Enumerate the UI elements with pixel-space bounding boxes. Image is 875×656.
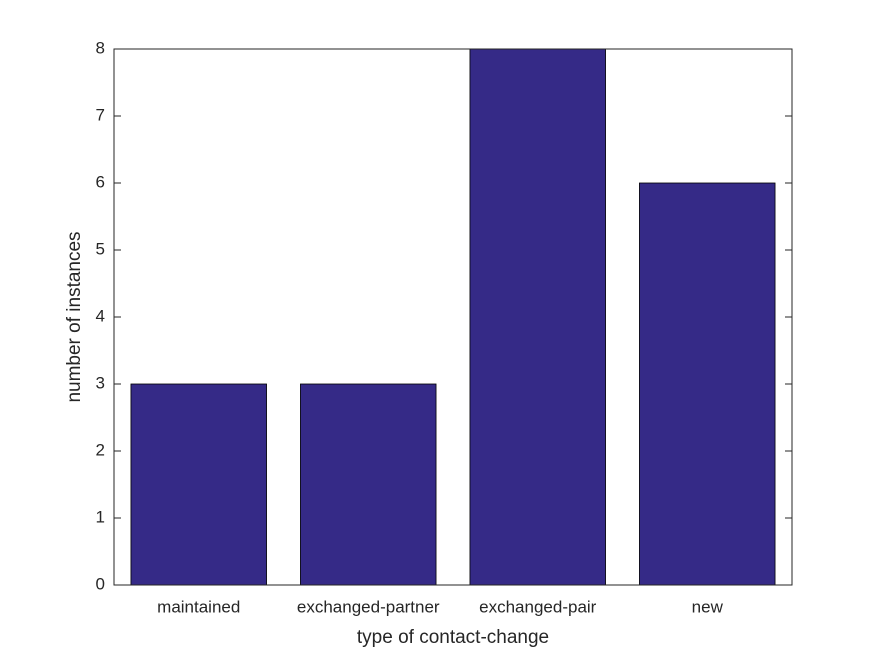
- x-tick-label: maintained: [157, 597, 240, 616]
- y-tick-label: 6: [96, 172, 105, 191]
- x-tick-label: exchanged-pair: [479, 597, 597, 616]
- y-tick-label: 3: [96, 373, 105, 392]
- y-tick-label: 2: [96, 440, 105, 459]
- y-tick-label: 8: [96, 38, 105, 57]
- x-axis-label: type of contact-change: [357, 627, 549, 648]
- y-tick-label: 4: [96, 306, 105, 325]
- x-tick-label: new: [692, 597, 724, 616]
- bar: [300, 383, 437, 586]
- y-tick-label: 5: [96, 239, 105, 258]
- x-tick-label: exchanged-partner: [297, 597, 440, 616]
- y-tick-label: 1: [96, 507, 105, 526]
- y-tick-label: 0: [96, 574, 105, 593]
- bar: [130, 383, 267, 586]
- y-tick-label: 7: [96, 105, 105, 124]
- bar: [639, 182, 776, 586]
- bar: [469, 48, 606, 586]
- y-axis-label: number of instances: [64, 231, 85, 402]
